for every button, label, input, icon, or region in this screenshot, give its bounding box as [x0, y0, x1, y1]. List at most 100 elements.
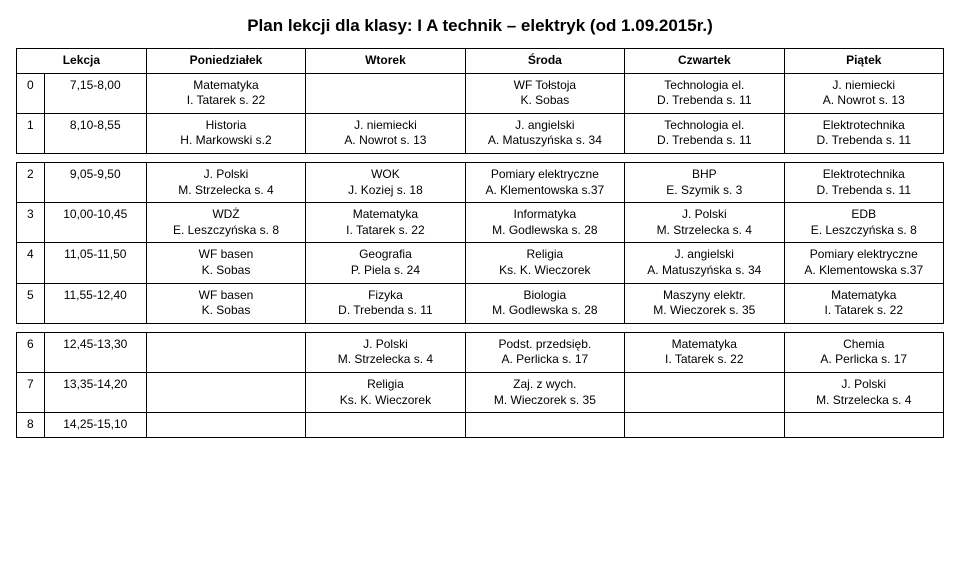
- subject-name: J. Polski: [153, 167, 299, 183]
- lesson-cell: J. PolskiM. Strzelecka s. 4: [146, 162, 305, 202]
- table-row: 814,25-15,10: [17, 413, 944, 438]
- lesson-cell: GeografiaP. Piela s. 24: [306, 243, 465, 283]
- lesson-cell: ElektrotechnikaD. Trebenda s. 11: [784, 113, 943, 153]
- teacher-room: A. Matuszyńska s. 34: [472, 133, 618, 149]
- lesson-cell: J. niemieckiA. Nowrot s. 13: [306, 113, 465, 153]
- lesson-time: 11,05-11,50: [44, 243, 146, 283]
- teacher-room: M. Wieczorek s. 35: [631, 303, 777, 319]
- lesson-cell: [146, 332, 305, 372]
- lesson-number: 4: [17, 243, 45, 283]
- subject-name: WDŻ: [153, 207, 299, 223]
- table-row: 18,10-8,55HistoriaH. Markowski s.2J. nie…: [17, 113, 944, 153]
- lesson-cell: J. PolskiM. Strzelecka s. 4: [784, 372, 943, 412]
- table-row: 612,45-13,30J. PolskiM. Strzelecka s. 4P…: [17, 332, 944, 372]
- lesson-cell: HistoriaH. Markowski s.2: [146, 113, 305, 153]
- header-wed: Środa: [465, 49, 624, 74]
- lesson-number: 7: [17, 372, 45, 412]
- teacher-room: E. Szymik s. 3: [631, 183, 777, 199]
- teacher-room: E. Leszczyńska s. 8: [153, 223, 299, 239]
- teacher-room: D. Trebenda s. 11: [631, 133, 777, 149]
- subject-name: Geografia: [312, 247, 458, 263]
- lesson-cell: J. angielskiA. Matuszyńska s. 34: [625, 243, 784, 283]
- lesson-number: 2: [17, 162, 45, 202]
- lesson-cell: WF basenK. Sobas: [146, 243, 305, 283]
- teacher-room: K. Sobas: [472, 93, 618, 109]
- header-lekcja: Lekcja: [17, 49, 147, 74]
- teacher-room: M. Godlewska s. 28: [472, 223, 618, 239]
- subject-name: Matematyka: [791, 288, 937, 304]
- lesson-time: 14,25-15,10: [44, 413, 146, 438]
- page-title: Plan lekcji dla klasy: I A technik – ele…: [16, 16, 944, 36]
- lesson-cell: ChemiaA. Perlicka s. 17: [784, 332, 943, 372]
- lesson-cell: J. angielskiA. Matuszyńska s. 34: [465, 113, 624, 153]
- table-row: 07,15-8,00MatematykaI. Tatarek s. 22WF T…: [17, 73, 944, 113]
- subject-name: Zaj. z wych.: [472, 377, 618, 393]
- lesson-cell: [146, 372, 305, 412]
- lesson-time: 13,35-14,20: [44, 372, 146, 412]
- teacher-room: I. Tatarek s. 22: [791, 303, 937, 319]
- subject-name: Matematyka: [153, 78, 299, 94]
- teacher-room: I. Tatarek s. 22: [312, 223, 458, 239]
- lesson-cell: J. PolskiM. Strzelecka s. 4: [306, 332, 465, 372]
- lesson-cell: [146, 413, 305, 438]
- lesson-cell: [625, 413, 784, 438]
- subject-name: Religia: [472, 247, 618, 263]
- lesson-cell: Maszyny elektr.M. Wieczorek s. 35: [625, 283, 784, 323]
- subject-name: J. niemiecki: [791, 78, 937, 94]
- lesson-number: 1: [17, 113, 45, 153]
- teacher-room: D. Trebenda s. 11: [312, 303, 458, 319]
- teacher-room: A. Nowrot s. 13: [791, 93, 937, 109]
- subject-name: Pomiary elektryczne: [472, 167, 618, 183]
- subject-name: J. Polski: [791, 377, 937, 393]
- teacher-room: A. Nowrot s. 13: [312, 133, 458, 149]
- lesson-cell: [306, 73, 465, 113]
- lesson-cell: Pomiary elektryczneA. Klementowska s.37: [465, 162, 624, 202]
- subject-name: Technologia el.: [631, 118, 777, 134]
- lesson-cell: BHPE. Szymik s. 3: [625, 162, 784, 202]
- lesson-cell: Pomiary elektryczneA. Klementowska s.37: [784, 243, 943, 283]
- subject-name: J. Polski: [631, 207, 777, 223]
- lesson-cell: MatematykaI. Tatarek s. 22: [625, 332, 784, 372]
- lesson-cell: Technologia el.D. Trebenda s. 11: [625, 113, 784, 153]
- timetable: Lekcja Poniedziałek Wtorek Środa Czwarte…: [16, 48, 944, 438]
- teacher-room: M. Strzelecka s. 4: [312, 352, 458, 368]
- subject-name: Podst. przedsięb.: [472, 337, 618, 353]
- teacher-room: M. Godlewska s. 28: [472, 303, 618, 319]
- lesson-cell: [784, 413, 943, 438]
- subject-name: Matematyka: [312, 207, 458, 223]
- lesson-cell: [465, 413, 624, 438]
- lesson-time: 10,00-10,45: [44, 203, 146, 243]
- subject-name: J. angielski: [472, 118, 618, 134]
- table-row: 29,05-9,50J. PolskiM. Strzelecka s. 4WOK…: [17, 162, 944, 202]
- teacher-room: K. Sobas: [153, 263, 299, 279]
- teacher-room: A. Perlicka s. 17: [472, 352, 618, 368]
- teacher-room: A. Matuszyńska s. 34: [631, 263, 777, 279]
- table-row: 411,05-11,50WF basenK. SobasGeografiaP. …: [17, 243, 944, 283]
- lesson-cell: ReligiaKs. K. Wieczorek: [465, 243, 624, 283]
- teacher-room: M. Strzelecka s. 4: [791, 393, 937, 409]
- lesson-number: 3: [17, 203, 45, 243]
- subject-name: Maszyny elektr.: [631, 288, 777, 304]
- table-row: 310,00-10,45WDŻE. Leszczyńska s. 8Matema…: [17, 203, 944, 243]
- lesson-cell: WF TołstojaK. Sobas: [465, 73, 624, 113]
- lesson-cell: ReligiaKs. K. Wieczorek: [306, 372, 465, 412]
- teacher-room: M. Strzelecka s. 4: [631, 223, 777, 239]
- teacher-room: I. Tatarek s. 22: [153, 93, 299, 109]
- teacher-room: E. Leszczyńska s. 8: [791, 223, 937, 239]
- teacher-room: H. Markowski s.2: [153, 133, 299, 149]
- spacer-row: [17, 153, 944, 162]
- lesson-cell: [306, 413, 465, 438]
- lesson-cell: ElektrotechnikaD. Trebenda s. 11: [784, 162, 943, 202]
- lesson-cell: MatematykaI. Tatarek s. 22: [784, 283, 943, 323]
- lesson-cell: WF basenK. Sobas: [146, 283, 305, 323]
- teacher-room: D. Trebenda s. 11: [791, 183, 937, 199]
- teacher-room: D. Trebenda s. 11: [791, 133, 937, 149]
- teacher-room: K. Sobas: [153, 303, 299, 319]
- teacher-room: M. Wieczorek s. 35: [472, 393, 618, 409]
- lesson-cell: WDŻE. Leszczyńska s. 8: [146, 203, 305, 243]
- teacher-room: A. Klementowska s.37: [791, 263, 937, 279]
- lesson-cell: MatematykaI. Tatarek s. 22: [146, 73, 305, 113]
- lesson-time: 8,10-8,55: [44, 113, 146, 153]
- subject-name: WF basen: [153, 288, 299, 304]
- subject-name: WOK: [312, 167, 458, 183]
